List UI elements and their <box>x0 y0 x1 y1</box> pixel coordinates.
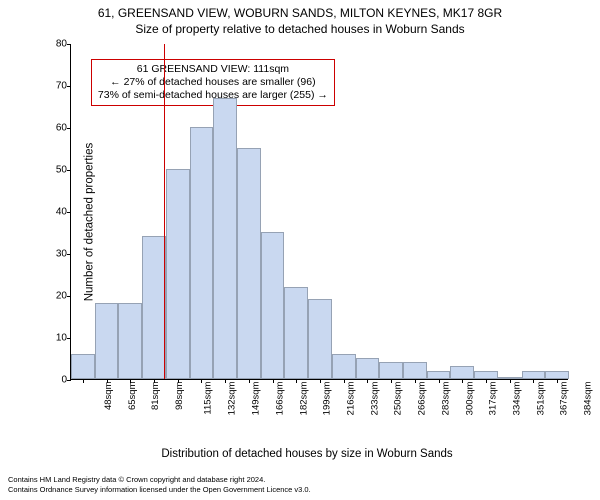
histogram-bar <box>332 354 356 379</box>
x-tick-mark <box>178 379 179 383</box>
histogram-bar <box>522 371 546 379</box>
reference-line <box>164 44 165 379</box>
x-tick-label: 166sqm <box>274 382 285 416</box>
y-tick-mark <box>67 380 71 381</box>
x-tick-mark <box>533 379 534 383</box>
histogram-bar <box>474 371 498 379</box>
x-tick-mark <box>391 379 392 383</box>
y-tick-label: 20 <box>41 291 67 302</box>
plot-area: 61 GREENSAND VIEW: 111sqm ← 27% of detac… <box>70 44 568 380</box>
x-tick-label: 81sqm <box>150 382 161 411</box>
histogram-bar <box>166 169 190 379</box>
histogram-bar <box>284 287 308 379</box>
x-tick-mark <box>439 379 440 383</box>
footer-line: Contains HM Land Registry data © Crown c… <box>8 475 311 484</box>
y-tick-label: 70 <box>41 81 67 92</box>
x-tick-label: 300sqm <box>464 382 475 416</box>
x-tick-label: 149sqm <box>250 382 261 416</box>
x-tick-mark <box>83 379 84 383</box>
x-tick-label: 65sqm <box>127 382 138 411</box>
histogram-bar <box>71 354 95 379</box>
y-tick-mark <box>67 44 71 45</box>
x-tick-mark <box>557 379 558 383</box>
histogram-bar <box>95 303 119 379</box>
x-tick-label: 283sqm <box>440 382 451 416</box>
x-tick-mark <box>367 379 368 383</box>
x-tick-mark <box>415 379 416 383</box>
histogram-bar <box>190 127 214 379</box>
x-tick-label: 384sqm <box>582 382 593 416</box>
x-tick-label: 250sqm <box>393 382 404 416</box>
x-tick-label: 199sqm <box>322 382 333 416</box>
footer-attribution: Contains HM Land Registry data © Crown c… <box>8 475 311 494</box>
histogram-bar <box>427 371 451 379</box>
x-tick-mark <box>154 379 155 383</box>
y-tick-mark <box>67 86 71 87</box>
x-tick-mark <box>344 379 345 383</box>
footer-line: Contains Ordnance Survey information lic… <box>8 485 311 494</box>
histogram-bar <box>545 371 569 379</box>
chart-title-block: 61, GREENSAND VIEW, WOBURN SANDS, MILTON… <box>0 0 600 36</box>
histogram-bar <box>118 303 142 379</box>
x-axis-label: Distribution of detached houses by size … <box>161 448 452 460</box>
y-tick-label: 40 <box>41 207 67 218</box>
y-tick-mark <box>67 212 71 213</box>
histogram-bar <box>403 362 427 379</box>
y-tick-label: 50 <box>41 165 67 176</box>
histogram-bar <box>379 362 403 379</box>
x-tick-mark <box>249 379 250 383</box>
title-line-2: Size of property relative to detached ho… <box>0 22 600 36</box>
histogram-bar <box>261 232 285 379</box>
x-tick-mark <box>201 379 202 383</box>
x-tick-mark <box>225 379 226 383</box>
histogram-bar <box>237 148 261 379</box>
y-tick-mark <box>67 128 71 129</box>
y-tick-mark <box>67 296 71 297</box>
x-tick-mark <box>107 379 108 383</box>
x-tick-label: 266sqm <box>416 382 427 416</box>
x-tick-label: 334sqm <box>511 382 522 416</box>
x-tick-label: 48sqm <box>103 382 114 411</box>
x-tick-label: 233sqm <box>369 382 380 416</box>
x-tick-mark <box>486 379 487 383</box>
annotation-line: 61 GREENSAND VIEW: 111sqm <box>98 63 328 76</box>
y-tick-label: 60 <box>41 123 67 134</box>
histogram-bar <box>450 366 474 379</box>
x-tick-label: 182sqm <box>298 382 309 416</box>
y-tick-label: 0 <box>41 375 67 386</box>
y-tick-label: 10 <box>41 333 67 344</box>
x-tick-mark <box>510 379 511 383</box>
y-tick-mark <box>67 338 71 339</box>
x-tick-mark <box>273 379 274 383</box>
y-tick-label: 80 <box>41 39 67 50</box>
x-tick-label: 216sqm <box>345 382 356 416</box>
y-tick-mark <box>67 254 71 255</box>
annotation-line: ← 27% of detached houses are smaller (96… <box>98 76 328 89</box>
x-tick-mark <box>320 379 321 383</box>
y-tick-label: 30 <box>41 249 67 260</box>
x-tick-mark <box>296 379 297 383</box>
histogram-bar <box>142 236 166 379</box>
x-tick-label: 351sqm <box>535 382 546 416</box>
x-tick-mark <box>462 379 463 383</box>
histogram-bar <box>213 98 237 379</box>
chart-container: Number of detached properties 61 GREENSA… <box>46 44 568 400</box>
y-tick-mark <box>67 170 71 171</box>
x-tick-label: 115sqm <box>202 382 213 415</box>
histogram-bar <box>356 358 380 379</box>
histogram-bar <box>308 299 332 379</box>
x-tick-label: 367sqm <box>559 382 570 416</box>
x-tick-mark <box>130 379 131 383</box>
x-tick-label: 98sqm <box>174 382 185 411</box>
x-tick-label: 132sqm <box>227 382 238 416</box>
x-tick-label: 317sqm <box>488 382 499 416</box>
title-line-1: 61, GREENSAND VIEW, WOBURN SANDS, MILTON… <box>0 6 600 20</box>
